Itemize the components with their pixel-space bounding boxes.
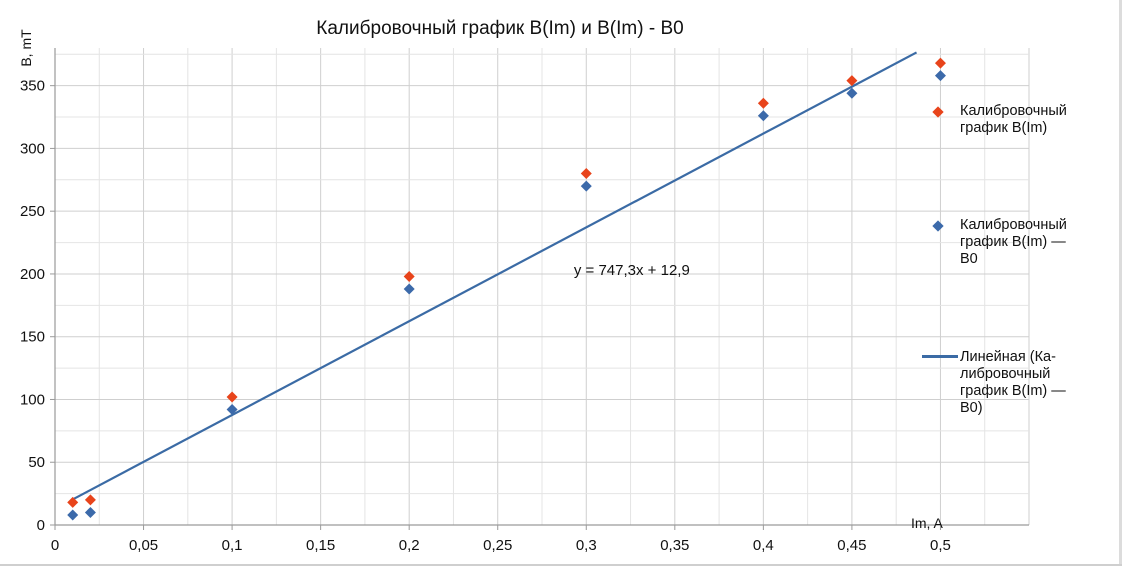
data-point-series-2 — [226, 404, 238, 416]
data-point-series-2 — [580, 180, 592, 192]
data-point-series-1 — [757, 97, 769, 109]
data-point-series-1 — [934, 57, 946, 69]
data-point-series-1 — [67, 496, 79, 508]
data-point-series-1 — [226, 391, 238, 403]
legend-label-series-1: Калибровочный график B(Im) — [960, 103, 1067, 136]
y-tick-label: 150 — [20, 329, 45, 346]
x-tick-label: 0,45 — [837, 537, 866, 554]
data-point-series-2 — [84, 506, 96, 518]
data-point-series-2 — [934, 70, 946, 82]
x-axis-label: Im, A — [911, 515, 944, 531]
data-point-series-1 — [84, 494, 96, 506]
x-tick-label: 0,2 — [399, 537, 420, 554]
y-tick-label: 350 — [20, 78, 45, 95]
frame-edge-right — [1119, 0, 1122, 566]
data-point-series-1 — [403, 270, 415, 282]
x-tick-label: 0,3 — [576, 537, 597, 554]
frame-edge-bottom — [0, 564, 1122, 566]
data-point-series-2 — [67, 509, 79, 521]
x-tick-label: 0,35 — [660, 537, 689, 554]
y-tick-label: 100 — [20, 391, 45, 408]
y-tick-label: 300 — [20, 140, 45, 157]
data-point-series-1 — [580, 168, 592, 180]
y-tick-label: 50 — [28, 454, 45, 471]
legend-label-series-2: Калибровочный график B(Im) — B0 — [960, 217, 1067, 267]
y-axis-label: B, mT — [18, 29, 34, 67]
x-tick-label: 0,4 — [753, 537, 774, 554]
chart-title: Калибровочный график B(Im) и B(Im) - B0 — [316, 18, 684, 39]
trendline-equation: y = 747,3x + 12,9 — [574, 262, 690, 279]
y-tick-label: 200 — [20, 266, 45, 283]
data-point-series-2 — [846, 87, 858, 99]
y-tick-label: 0 — [37, 517, 45, 534]
data-point-series-2 — [403, 283, 415, 295]
trendline — [72, 51, 918, 501]
y-tick-label: 250 — [20, 203, 45, 220]
legend-marker-trendline — [922, 355, 958, 358]
x-tick-label: 0,1 — [222, 537, 243, 554]
x-tick-label: 0,05 — [129, 537, 158, 554]
x-tick-label: 0,5 — [930, 537, 951, 554]
x-tick-label: 0,25 — [483, 537, 512, 554]
data-point-series-1 — [846, 75, 858, 87]
x-tick-label: 0,15 — [306, 537, 335, 554]
data-point-series-2 — [757, 110, 769, 122]
legend-label-trendline: Линейная (Ка- либровочный график B(Im) —… — [960, 349, 1066, 416]
x-tick-label: 0 — [51, 537, 59, 554]
